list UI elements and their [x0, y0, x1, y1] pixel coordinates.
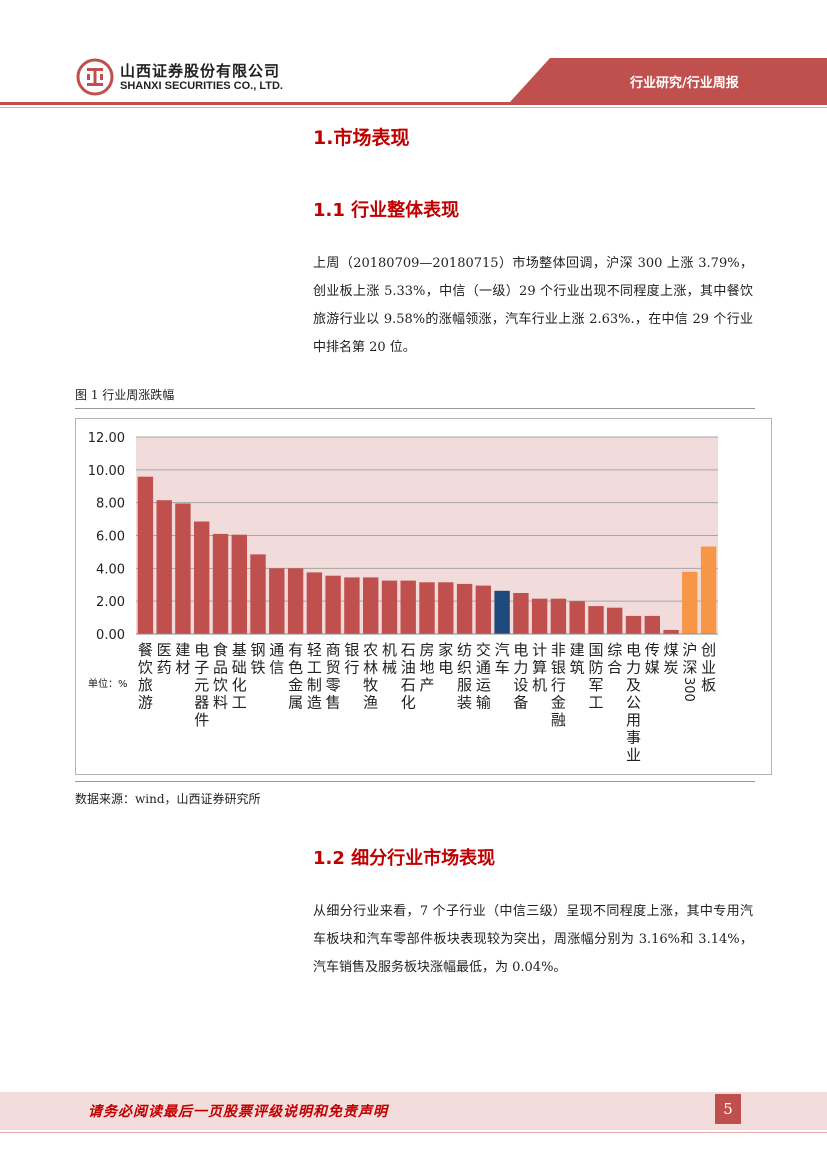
bar-18	[475, 585, 491, 634]
paragraph-sub-industry: 从细分行业来看，7 个子行业（中信三级）呈现不同程度上涨，其中专用汽车板块和汽车…	[313, 904, 753, 975]
x-tick-label: 计算机	[532, 641, 547, 694]
bar-25	[607, 607, 623, 634]
x-tick-label: 基础化工	[232, 641, 247, 712]
bar-26	[625, 615, 642, 634]
section-title-overall-industry: 1.1 行业整体表现	[313, 200, 460, 221]
y-tick-label: 8.00	[96, 497, 125, 512]
figure-title: 图 1 行业周涨跌幅	[75, 388, 175, 402]
x-tick-label: 通信	[269, 641, 284, 677]
x-tick-label: 电子元器件	[194, 641, 209, 729]
bar-8	[287, 568, 304, 634]
bar-1	[156, 500, 172, 634]
x-tick-label: 房地产	[419, 641, 434, 694]
x-tick-label: 创业板	[701, 641, 716, 694]
bar-3	[194, 521, 210, 634]
company-name-en: SHANXI SECURITIES CO., LTD.	[120, 80, 283, 92]
bar-27	[644, 615, 660, 634]
bar-0	[137, 476, 154, 634]
unit-label: 单位：%	[88, 677, 128, 690]
header-divider-thin	[0, 107, 827, 108]
y-axis-ticks: 0.00 2.00 4.00 6.00 8.00 10.00 12.00	[88, 431, 125, 643]
bar-16	[438, 582, 454, 634]
x-tick-label: 电力及公用事业	[626, 641, 641, 764]
x-tick-label: 沪深	[682, 641, 697, 677]
y-tick-label: 10.00	[88, 464, 125, 479]
bar-30	[700, 546, 717, 634]
y-tick-label: 12.00	[88, 431, 125, 446]
x-tick-label: 国防军工	[588, 641, 603, 712]
header-divider	[0, 102, 827, 105]
page-header: 山西证券股份有限公司 SHANXI SECURITIES CO., LTD. 行…	[0, 0, 827, 110]
x-tick-label: 食品饮料	[213, 641, 228, 712]
bar-12	[363, 577, 379, 634]
bar-22	[550, 598, 567, 634]
x-tick-label: 餐饮旅游	[138, 641, 153, 712]
footer-band	[0, 1092, 827, 1130]
company-name-cn: 山西证券股份有限公司	[120, 62, 281, 80]
bar-7	[269, 568, 285, 634]
x-tick-label: 银行	[344, 641, 359, 677]
x-tick-label: 家电	[438, 641, 453, 677]
x-tick-label: 石油石化	[401, 641, 416, 712]
bar-15	[419, 582, 435, 634]
x-tick-label-digits: 300	[681, 677, 696, 702]
y-tick-label: 0.00	[96, 628, 125, 643]
y-tick-label: 4.00	[96, 562, 125, 577]
bar-21	[531, 598, 548, 634]
x-tick-label: 建筑	[570, 641, 585, 677]
bar-17	[456, 583, 473, 634]
bar-4	[212, 533, 229, 634]
x-tick-label: 有色金属	[288, 641, 303, 712]
x-tick-label: 医药	[157, 641, 172, 677]
x-tick-label: 汽车	[495, 641, 510, 677]
bar-23	[569, 601, 585, 634]
x-tick-label: 煤炭	[664, 641, 679, 677]
figure-rule-bottom	[75, 781, 755, 782]
x-tick-label: 非银行金融	[551, 641, 566, 729]
figure-rule-top	[75, 408, 755, 409]
section-title-market-performance: 1.市场表现	[313, 127, 410, 149]
x-tick-label: 建材	[175, 641, 190, 677]
x-tick-label: 钢铁	[251, 641, 266, 677]
bar-5	[231, 534, 247, 634]
bar-6	[250, 554, 266, 634]
company-logo-icon	[76, 58, 114, 96]
chart-frame: 0.00 2.00 4.00 6.00 8.00 10.00 12.00 餐饮旅游 医药 建材电…	[75, 418, 772, 775]
bar-11	[344, 577, 360, 634]
page-number: 5	[715, 1094, 741, 1124]
report-type-tag: 行业研究/行业周报	[630, 76, 739, 91]
bar-28	[663, 629, 679, 634]
x-tick-label: 纺织服装	[457, 641, 472, 712]
section-title-sub-industry: 1.2 细分行业市场表现	[313, 848, 496, 869]
disclaimer-text: 请务必阅读最后一页股票评级说明和免责声明	[88, 1104, 388, 1120]
bar-24	[588, 606, 604, 634]
paragraph-overall-industry: 上周（20180709—20180715）市场整体回调，沪深 300 上涨 3.…	[313, 256, 753, 355]
bar-9	[306, 572, 323, 634]
x-tick-label: 农林牧渔	[363, 641, 378, 712]
footer-divider	[0, 1132, 827, 1133]
bar-14	[400, 580, 416, 634]
bar-2	[175, 503, 191, 634]
x-tick-label: 传媒	[645, 641, 660, 677]
x-tick-label: 综合	[607, 641, 622, 677]
bars	[137, 476, 717, 634]
x-axis-labels: 餐饮旅游医药建材电子元器件食品饮料基础化工钢铁通信有色金属轻工制造商贸零售银行农…	[138, 641, 716, 764]
y-tick-label: 2.00	[96, 595, 125, 610]
bar-20	[513, 593, 529, 634]
bar-13	[381, 580, 398, 634]
x-tick-label: 机械	[382, 641, 397, 677]
y-tick-label: 6.00	[96, 530, 125, 545]
bar-19	[494, 590, 510, 634]
x-tick-label: 电力设备	[513, 641, 528, 712]
bar-29	[682, 571, 698, 634]
x-tick-label: 商贸零售	[326, 641, 341, 712]
x-tick-label: 轻工制造	[307, 641, 322, 712]
bar-10	[325, 575, 341, 634]
x-tick-label: 交通运输	[476, 641, 491, 712]
header-band	[510, 58, 827, 102]
figure-source: 数据来源：wind，山西证券研究所	[75, 792, 261, 806]
